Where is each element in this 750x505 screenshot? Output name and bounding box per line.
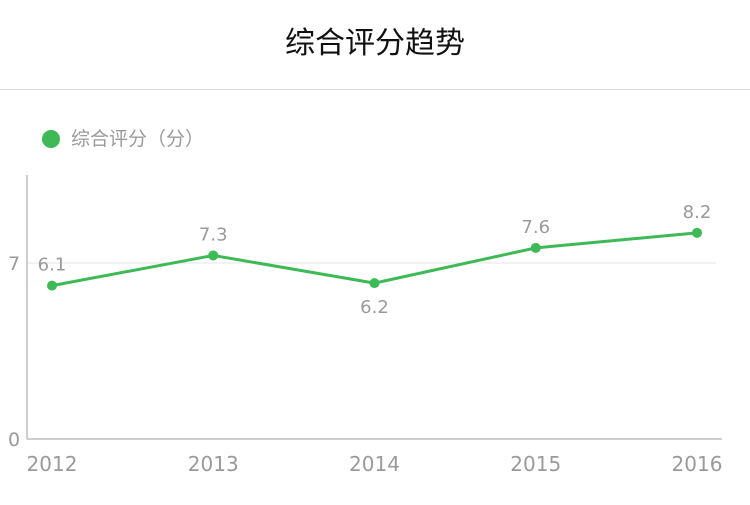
- x-tick-label: 2013: [188, 452, 239, 476]
- data-point: [692, 227, 702, 238]
- x-tick-label: 2015: [510, 452, 561, 476]
- data-label: 6.1: [38, 255, 67, 276]
- legend-label: 综合评分（分）: [71, 128, 205, 150]
- data-label: 6.2: [360, 297, 389, 318]
- data-label: 7.6: [521, 217, 550, 238]
- data-label: 7.3: [199, 224, 228, 245]
- series-line: [50, 231, 699, 288]
- y-tick-label: 7: [8, 253, 20, 275]
- x-tick-label: 2014: [349, 452, 400, 476]
- data-point: [208, 250, 219, 261]
- x-tick-label: 2012: [27, 452, 78, 476]
- chart-header: 综合评分趋势: [0, 0, 750, 90]
- data-point: [47, 280, 57, 291]
- legend-marker: [42, 130, 60, 148]
- data-point: [530, 242, 541, 253]
- data-label: 8.2: [683, 202, 712, 223]
- y-tick-label: 0: [8, 429, 20, 451]
- x-tick-label: 2016: [672, 452, 723, 476]
- page-title: 综合评分趋势: [285, 26, 465, 61]
- legend[interactable]: 综合评分（分）: [42, 126, 204, 152]
- data-point: [369, 278, 380, 289]
